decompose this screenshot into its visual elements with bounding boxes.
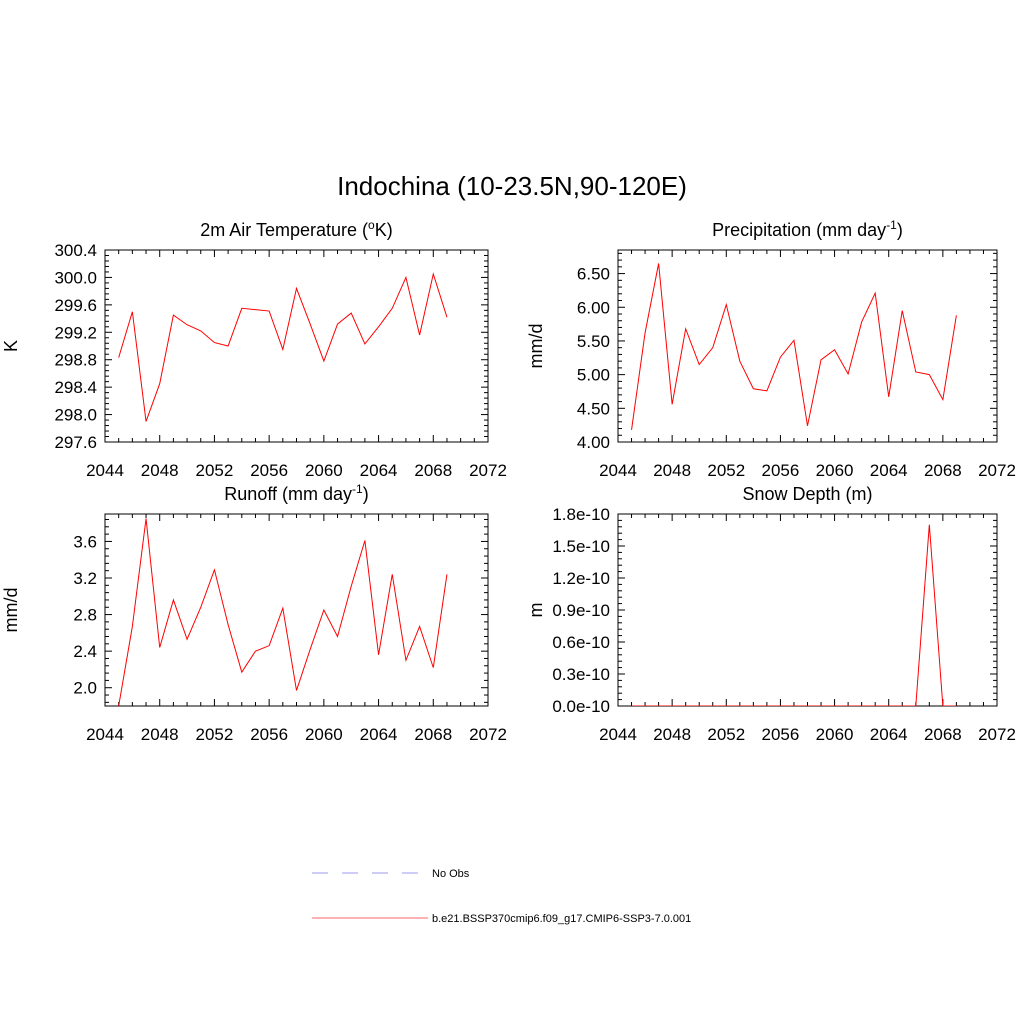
y-axis-label: mm/d [1,588,21,633]
y-tick-label: 299.6 [54,296,97,315]
panel-title: 2m Air Temperature (oK) [200,218,392,240]
y-tick-label: 0.6e-10 [552,633,610,652]
plot-frame [104,513,489,707]
x-tick-label: 2064 [360,461,398,480]
x-tick-label: 2060 [305,461,343,480]
x-tick-label: 2048 [653,461,691,480]
x-tick-label: 2060 [816,725,854,744]
plot-frame [617,249,998,443]
y-tick-label: 1.8e-10 [552,505,610,524]
x-tick-label: 2068 [924,461,962,480]
x-tick-label: 2044 [86,725,124,744]
y-tick-label: 1.2e-10 [552,569,610,588]
x-tick-label: 2052 [707,725,745,744]
legend-label-model-run: b.e21.BSSP370cmip6.f09_g17.CMIP6-SSP3-7.… [432,913,691,925]
series-line [631,524,957,706]
x-tick-label: 2048 [141,461,179,480]
x-tick-label: 2044 [86,461,124,480]
x-tick-label: 2064 [360,725,398,744]
x-tick-label: 2056 [250,725,288,744]
y-tick-label: 2.4 [73,642,97,661]
panels: 2044 2048 2052 2056 2060 2064 2068 2072 297.6 298… [1,218,1016,744]
y-tick-label: 298.8 [54,351,97,370]
y-tick-label: 3.6 [73,532,97,551]
panel-title: Runoff (mm day-1) [224,482,368,504]
y-tick-label: 299.2 [54,323,97,342]
y-axis-label: m [526,603,546,618]
x-tick-label: 2052 [707,461,745,480]
x-tick-label: 2072 [978,461,1016,480]
y-tick-label: 5.00 [577,366,610,385]
y-tick-label: 0.3e-10 [552,665,610,684]
y-tick-label: 3.2 [73,569,97,588]
panel-title: Precipitation (mm day-1) [712,218,903,240]
y-axis-label: mm/d [526,324,546,369]
y-tick-label: 2.8 [73,606,97,625]
plot-frame [104,249,489,443]
x-tick-label: 2060 [816,461,854,480]
series-line [118,272,448,422]
y-tick-label: 2.0 [73,679,97,698]
y-tick-label: 300.0 [54,268,97,287]
y-tick-label: 0.0e-10 [552,697,610,716]
series-line [631,263,957,430]
panel-1: 2044 2048 2052 2056 2060 2064 2068 2072 4.00 4.50… [526,218,1016,480]
y-tick-label: 0.9e-10 [552,601,610,620]
y-tick-label: 4.00 [577,433,610,452]
x-tick-label: 2064 [870,725,908,744]
x-tick-label: 2072 [469,461,507,480]
y-axis-label: K [1,340,21,352]
y-tick-label: 298.4 [54,378,97,397]
x-tick-label: 2044 [599,461,637,480]
x-tick-label: 2060 [305,725,343,744]
x-tick-label: 2068 [414,725,452,744]
x-tick-label: 2052 [196,725,234,744]
y-tick-label: 6.00 [577,298,610,317]
series-line [118,518,448,706]
y-tick-label: 1.5e-10 [552,537,610,556]
x-tick-label: 2048 [653,725,691,744]
panel-title: Snow Depth (m) [742,484,872,504]
x-tick-label: 2056 [762,725,800,744]
x-tick-label: 2068 [414,461,452,480]
x-tick-label: 2064 [870,461,908,480]
x-tick-label: 2072 [469,725,507,744]
y-tick-label: 300.4 [54,241,97,260]
y-tick-label: 297.6 [54,433,97,452]
y-tick-label: 298.0 [54,406,97,425]
y-tick-label: 5.50 [577,332,610,351]
x-tick-label: 2056 [250,461,288,480]
panel-2: 2044 2048 2052 2056 2060 2064 2068 2072 2.0 2.4 2.… [1,482,507,744]
legend: No Obs b.e21.BSSP370cmip6.f09_g17.CMIP6-… [312,868,691,925]
x-tick-label: 2072 [978,725,1016,744]
y-tick-label: 4.50 [577,399,610,418]
x-tick-label: 2068 [924,725,962,744]
x-tick-label: 2044 [599,725,637,744]
y-tick-label: 6.50 [577,265,610,284]
x-tick-label: 2052 [196,461,234,480]
plot-frame [617,513,998,707]
x-tick-label: 2048 [141,725,179,744]
panel-0: 2044 2048 2052 2056 2060 2064 2068 2072 297.6 298… [1,218,507,480]
x-tick-label: 2056 [762,461,800,480]
legend-label-no-obs: No Obs [432,868,470,880]
figure-title: Indochina (10-23.5N,90-120E) [337,171,687,201]
panel-3: 2044 2048 2052 2056 2060 2064 2068 2072 0.0e-10 0… [526,484,1016,744]
